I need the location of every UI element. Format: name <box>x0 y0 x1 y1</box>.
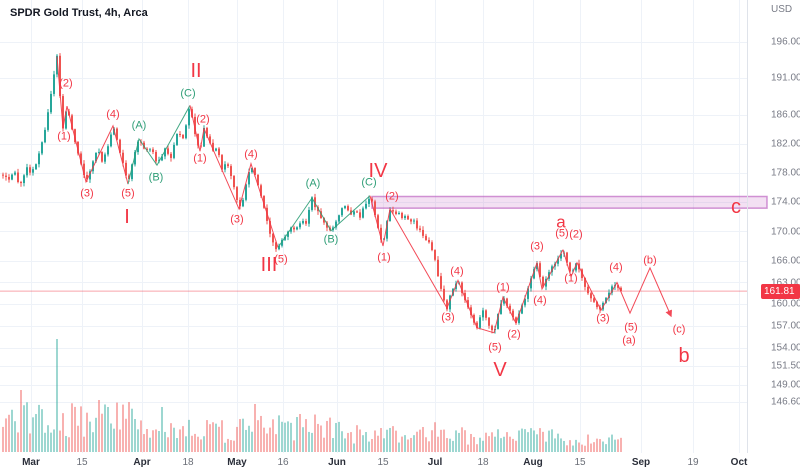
wave-label-B[interactable]: (B) <box>323 233 339 246</box>
projection-arrow[interactable] <box>562 249 672 318</box>
symbol-title[interactable]: SPDR Gold Trust, 4h, Arca <box>10 7 148 19</box>
price-tick-label: 163.00 <box>771 277 800 288</box>
wave-label-5[interactable]: (5) <box>624 321 638 334</box>
wave-label-4[interactable]: (4) <box>106 108 120 121</box>
price-tick-label: 157.00 <box>771 320 800 332</box>
wave-label-1[interactable]: (1) <box>193 152 207 165</box>
wave-label-4[interactable]: (4) <box>450 265 464 278</box>
time-tick-label: 18 <box>477 457 489 468</box>
wave-label-4[interactable]: (4) <box>609 261 623 274</box>
wave-label-3[interactable]: (3) <box>530 240 544 253</box>
wave-label-III[interactable]: III <box>260 254 278 276</box>
time-tick-label: 15 <box>574 457 586 468</box>
time-tick-label: 16 <box>277 457 289 468</box>
price-tick-label: 149.00 <box>771 379 800 390</box>
wave-label-2[interactable]: (2) <box>569 228 583 241</box>
wave-label-1[interactable]: (1) <box>57 130 71 143</box>
wave-label-c[interactable]: (c) <box>672 323 686 336</box>
time-tick-label: 18 <box>182 457 194 468</box>
wave-label-C[interactable]: (C) <box>180 87 196 100</box>
wave-label-3[interactable]: (3) <box>80 187 94 200</box>
wave-label-3[interactable]: (3) <box>230 213 244 226</box>
time-tick-label: Jul <box>427 457 443 468</box>
currency-label: USD <box>771 4 793 15</box>
wave-label-4[interactable]: (4) <box>244 148 258 161</box>
time-tick-label: Oct <box>730 457 748 468</box>
time-tick-label: Mar <box>22 457 40 468</box>
wave-label-5[interactable]: (5) <box>488 341 502 354</box>
last-price-tag: 161.81 <box>761 283 800 299</box>
grid <box>0 0 747 453</box>
time-tick-label: 15 <box>377 457 389 468</box>
wave-label-2[interactable]: (2) <box>196 113 210 126</box>
resistance-band[interactable] <box>371 195 768 209</box>
wave-label-1[interactable]: (1) <box>496 281 510 294</box>
time-tick-label: Sep <box>631 457 651 468</box>
wave-label-2[interactable]: (2) <box>507 328 521 341</box>
price-tick-label: 174.00 <box>771 196 800 208</box>
price-tick-label: 196.00 <box>771 36 800 48</box>
price-tick-label: 178.00 <box>771 167 800 179</box>
wave-label-I[interactable]: I <box>124 206 130 228</box>
wave-label-c[interactable]: c <box>731 196 741 218</box>
wave-label-5[interactable]: (5) <box>555 227 569 240</box>
wave-label-b[interactable]: (b) <box>643 254 657 267</box>
wave-label-1[interactable]: (1) <box>564 272 578 285</box>
volume-pane <box>2 339 622 452</box>
time-axis[interactable]: Mar 15 Apr 18 May 16 Jun 15 Jul 18 Aug 15 Sep 19 Oct <box>0 453 800 472</box>
wave-label-2[interactable]: (2) <box>385 190 399 203</box>
time-tick-label: 19 <box>687 457 699 468</box>
price-tick-label: 160.00 <box>771 298 800 310</box>
wave-label-A[interactable]: (A) <box>131 119 147 132</box>
wave-label-II[interactable]: II <box>190 60 202 82</box>
time-tick-label: Apr <box>133 457 151 468</box>
wave-label-V[interactable]: V <box>493 359 507 381</box>
wave-label-A[interactable]: (A) <box>305 177 321 190</box>
time-tick-label: 15 <box>76 457 88 468</box>
wave-label-3[interactable]: (3) <box>596 312 610 325</box>
wave-label-IV[interactable]: IV <box>368 160 388 182</box>
time-tick-label: May <box>227 457 247 468</box>
time-tick-label: Aug <box>523 457 543 468</box>
price-tick-label: 146.60 <box>771 396 800 408</box>
wave-label-2[interactable]: (2) <box>59 77 73 90</box>
price-tick-label: 191.00 <box>771 72 800 84</box>
price-tick-label: 186.00 <box>771 109 800 121</box>
price-axis[interactable]: USD 161.81 196.00 191.00 186.00 182.00 178.0… <box>747 0 800 453</box>
price-tick-label: 151.50 <box>771 360 800 372</box>
wave-label-5[interactable]: (5) <box>274 253 288 266</box>
wave-label-C[interactable]: (C) <box>361 176 377 189</box>
wave-label-a[interactable]: (a) <box>622 334 636 347</box>
wave-label-b[interactable]: b <box>678 345 690 367</box>
price-tick-label: 166.00 <box>771 255 800 267</box>
wave-label-3[interactable]: (3) <box>441 311 455 324</box>
wave-label-4[interactable]: (4) <box>533 294 547 307</box>
price-tick-label: 182.00 <box>771 138 800 150</box>
wave-label-B[interactable]: (B) <box>148 171 164 184</box>
time-tick-label: Jun <box>328 457 346 468</box>
wave-label-1[interactable]: (1) <box>377 251 391 264</box>
price-tick-label: 154.00 <box>771 342 800 354</box>
wave-label-5[interactable]: (5) <box>121 187 135 200</box>
trend-lines[interactable] <box>56 56 672 334</box>
price-tick-label: 170.00 <box>771 226 800 237</box>
candles <box>2 53 622 334</box>
wave-label-a[interactable]: a <box>556 212 566 232</box>
